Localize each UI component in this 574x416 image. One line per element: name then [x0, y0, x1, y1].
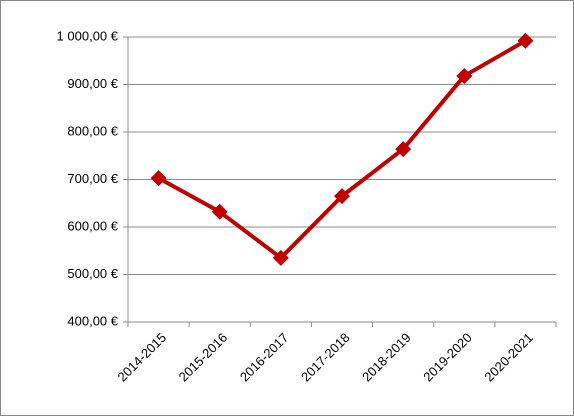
y-tick-label: 700,00 €: [67, 171, 118, 186]
y-tick-label: 1 000,00 €: [57, 28, 119, 43]
data-point: [272, 249, 289, 266]
data-point: [456, 67, 473, 84]
data-point: [517, 32, 534, 49]
data-point: [150, 170, 167, 187]
y-tick-label: 500,00 €: [67, 266, 118, 281]
y-tick-label: 400,00 €: [67, 313, 118, 328]
data-point: [211, 203, 228, 220]
data-point: [395, 141, 412, 158]
y-tick-label: 900,00 €: [67, 76, 118, 91]
y-tick-label: 600,00 €: [67, 218, 118, 233]
data-point: [334, 188, 350, 205]
y-tick-label: 800,00 €: [67, 123, 118, 138]
